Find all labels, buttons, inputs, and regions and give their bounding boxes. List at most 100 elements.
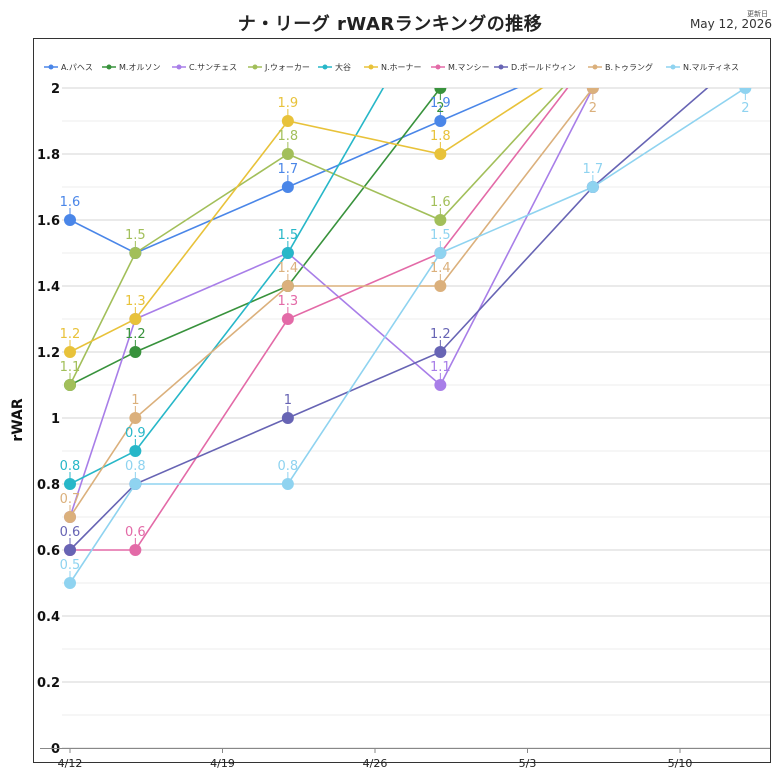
data-label: 1.3 [278,294,299,309]
data-label: 0.6 [125,525,146,540]
legend-swatch-dot [368,64,374,70]
y-tick-label: 0.2 [37,676,60,691]
data-point [129,313,142,325]
y-axis-label: rWAR [10,398,26,442]
series-line [69,88,746,584]
data-point [281,148,294,160]
series-line [69,88,709,551]
updated-label: 更新日 [747,10,768,18]
data-point [281,478,294,490]
data-point [64,511,76,523]
data-label: 1.8 [278,129,299,144]
data-point [129,346,142,358]
legend-entry: C.サンチェス [189,63,237,72]
data-label: 1 [131,393,139,408]
data-label: 2 [589,101,597,116]
data-point [434,148,447,160]
data-point [281,247,294,259]
data-point [129,445,142,457]
data-label: 0.8 [125,459,146,474]
data-label: 1.2 [430,327,451,342]
data-point [281,280,294,292]
data-point [64,214,76,226]
series-points [64,88,752,589]
data-point [129,412,142,424]
x-tick-label: 5/3 [519,757,537,770]
y-tick-label: 0.8 [37,478,60,493]
data-point [434,214,447,226]
data-label: 1.9 [430,96,451,111]
y-tick-label: 1.4 [37,280,60,295]
data-point [281,412,294,424]
series-lines [69,88,746,584]
legend-entry: D.ボールドウィン [511,63,576,72]
data-point [586,88,599,94]
data-point [64,577,76,589]
chart-frame [33,38,771,763]
data-point [281,313,294,325]
data-label: 2 [741,101,749,116]
y-tick-label: 1.8 [37,148,60,163]
data-point [434,280,447,292]
legend-swatch-dot [48,64,54,70]
data-point [281,115,294,127]
x-tick-label: 4/12 [58,757,83,770]
data-label: 1.2 [60,327,81,342]
grid [62,87,770,749]
series-line [69,88,544,353]
data-point [739,88,752,94]
y-axis: 0 0.2 0.4 0.6 0.8 1 1.2 1.4 1.6 1.8 2 [37,82,60,757]
data-label: 1.1 [60,360,81,375]
data-label: 1.5 [125,228,146,243]
data-label: 1.8 [430,129,451,144]
data-label: 0.7 [60,492,81,507]
legend-entry: A.パヘス [61,63,93,72]
y-tick-label: 1 [51,412,60,427]
data-point [129,247,142,259]
data-label: 0.5 [60,558,81,573]
legend-swatch-dot [322,64,328,70]
data-label: 1.6 [60,195,81,210]
legend-entry: N.マルティネス [683,63,739,72]
legend: A.パヘス M.オルソン C.サンチェス J.ウォーカー 大谷 N.ホーナー M.マンシー D… [44,62,739,72]
legend-entry: M.オルソン [119,63,160,72]
legend-swatch-dot [106,64,112,70]
data-point [64,379,76,391]
y-tick-label: 1.2 [37,346,60,361]
legend-swatch-dot [252,64,258,70]
y-tick-label: 1.6 [37,214,60,229]
x-tick-label: 4/26 [363,757,388,770]
legend-entry: 大谷 [335,62,351,72]
legend-entry: M.マンシー [448,63,489,72]
data-label: 1.4 [278,261,299,276]
y-tick-label: 2 [51,82,60,97]
data-label: 2 [436,101,444,116]
data-label: 1.2 [125,327,146,342]
data-point [129,544,142,556]
updated-date: May 12, 2026 [689,17,772,31]
legend-swatch-dot [176,64,182,70]
data-label: 1.3 [125,294,146,309]
data-label: 1.5 [430,228,451,243]
legend-swatch-dot [592,64,598,70]
y-tick-label: 0.6 [37,544,60,559]
x-tick-label: 5/10 [668,757,693,770]
chart-title: ナ・リーグ rWARランキングの推移 [237,14,543,35]
x-tick-label: 4/19 [210,757,235,770]
data-label: 0.8 [278,459,299,474]
data-label: 1.6 [430,195,451,210]
data-label: 1 [284,393,292,408]
legend-swatch-dot [670,64,676,70]
data-label: 1.9 [278,96,299,111]
legend-entry: J.ウォーカー [264,63,310,72]
data-label: 0.9 [125,426,146,441]
data-point [64,346,76,358]
data-point [434,247,447,259]
data-point [434,379,447,391]
data-label: 1.4 [430,261,451,276]
legend-entry: B.トゥラング [605,62,653,72]
data-label: 1.1 [430,360,451,375]
legend-swatch-dot [498,64,504,70]
x-axis: 4/12 4/19 4/26 5/3 5/10 [40,748,770,770]
